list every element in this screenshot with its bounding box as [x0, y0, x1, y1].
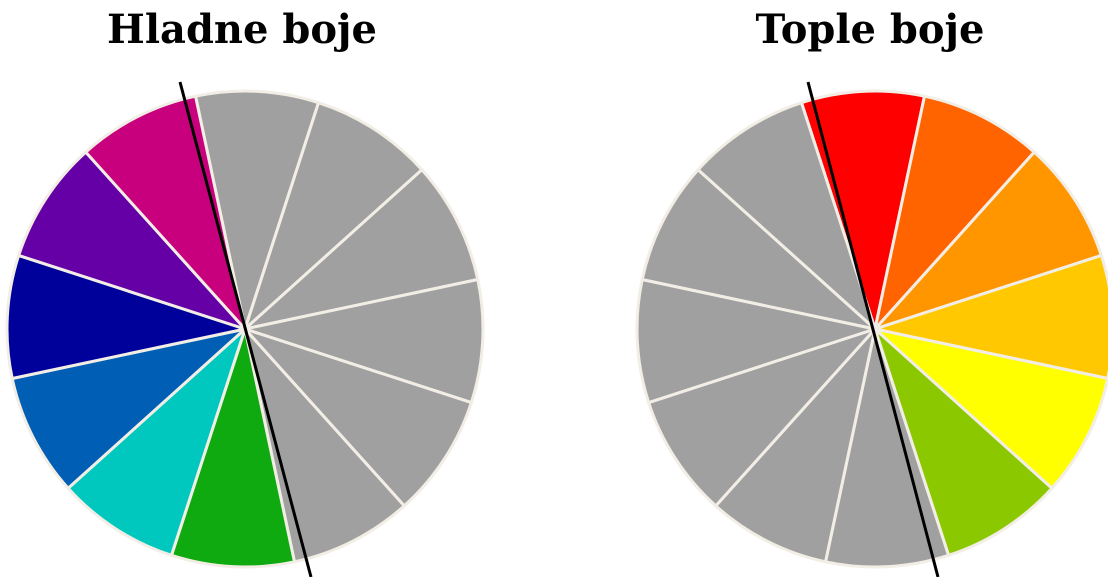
- warm-wheel-segment-red: [799, 89, 926, 331]
- warm-wheel-segment-gray: [640, 168, 877, 331]
- cool-wheel-segment-violet: [17, 150, 247, 331]
- warm-wheel-segment-gray: [647, 327, 877, 508]
- cool-wheel-segment-magenta: [84, 94, 247, 331]
- cool-colors-wheel: [5, 81, 485, 577]
- warm-wheel-segment-yellow: [873, 327, 1108, 490]
- cool-wheel-segment-medium-blue: [10, 327, 247, 490]
- cool-wheel-segment-gray: [243, 327, 473, 508]
- warm-wheel-segment-gray: [714, 327, 877, 564]
- warm-wheel-segment-orange: [873, 150, 1103, 331]
- warm-wheel-segment-red-orange: [873, 94, 1036, 331]
- cool-wheel-segment-gray: [243, 168, 480, 331]
- cool-wheel-segment-gray: [194, 89, 321, 331]
- warm-wheel-segment-yellow-green: [873, 327, 1054, 557]
- cool-wheel-divider-line: [178, 81, 313, 577]
- warm-wheel-segment-gray: [696, 101, 877, 331]
- warm-wheel-segment-yellow-orange: [873, 253, 1108, 380]
- cool-wheel-segment-turquoise: [66, 327, 247, 557]
- warm-wheel-segment-gray: [824, 327, 951, 569]
- cool-wheel-segment-gray: [243, 101, 424, 331]
- cool-colors-title: Hladne boje: [107, 6, 377, 53]
- cool-wheel-segment-dark-blue: [5, 253, 247, 380]
- cool-wheel-segment-gray: [243, 278, 485, 405]
- cool-wheel-segment-gray: [243, 327, 406, 564]
- cool-colors-wheel-block: Hladne boje: [0, 0, 500, 577]
- cool-wheel-segment-green: [169, 327, 296, 569]
- warm-colors-title: Tople boje: [755, 6, 985, 53]
- warm-colors-wheel: [635, 81, 1108, 577]
- warm-colors-wheel-block: Tople boje: [620, 0, 1108, 577]
- warm-wheel-segment-gray: [635, 278, 877, 405]
- warm-wheel-divider-line: [806, 81, 940, 577]
